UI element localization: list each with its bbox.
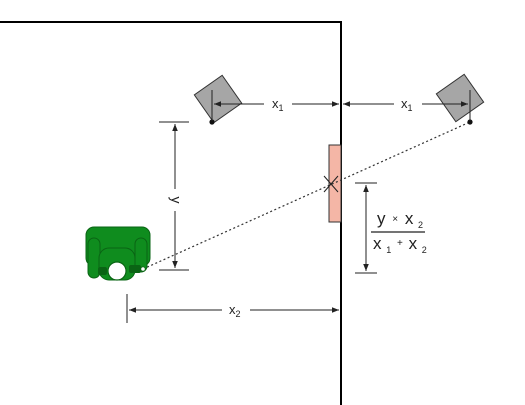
formula: y × x 2 x 1 + x 2 bbox=[371, 207, 427, 257]
x1-right-label: x1 bbox=[401, 96, 413, 113]
room-wall bbox=[0, 21, 342, 405]
camera-right-lens bbox=[467, 119, 473, 125]
person-top-view-icon bbox=[85, 226, 151, 281]
formula-denominator: x 1 + x 2 bbox=[373, 231, 427, 257]
x2-label: x2 bbox=[229, 302, 241, 319]
person-head bbox=[107, 261, 127, 281]
camera-right-icon bbox=[435, 73, 485, 123]
person-eye-point bbox=[140, 266, 146, 272]
camera-left-icon bbox=[193, 74, 243, 124]
reflection-cross-b bbox=[323, 175, 339, 193]
camera-left-lens bbox=[209, 119, 215, 125]
x1-left-label: x1 bbox=[272, 96, 284, 113]
mirror-icon bbox=[328, 144, 342, 223]
y-label: y bbox=[168, 197, 184, 204]
sight-line bbox=[142, 121, 471, 270]
formula-numerator: y × x 2 bbox=[377, 207, 423, 230]
